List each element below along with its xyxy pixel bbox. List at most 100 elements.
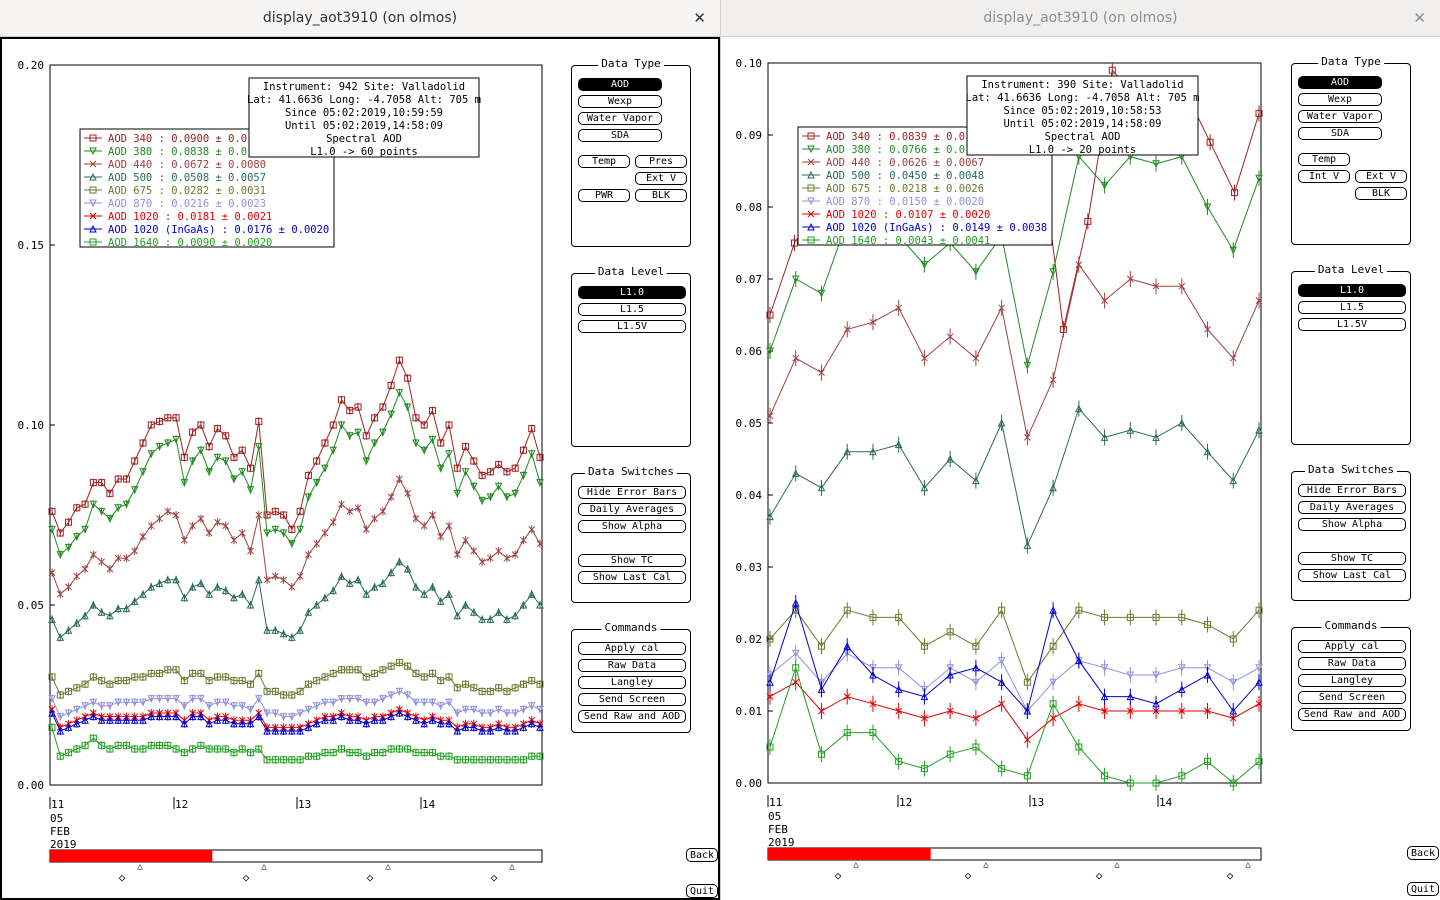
data-point — [337, 712, 346, 721]
show-last-cal-button[interactable]: Show Last Cal — [578, 571, 686, 584]
data-point — [106, 716, 114, 724]
hide-error-bars-button[interactable]: Hide Error Bars — [578, 486, 686, 499]
data-point — [114, 741, 122, 749]
apply-cal-button[interactable]: Apply cal — [578, 642, 686, 655]
daily-averages-button[interactable]: Daily Averages — [1298, 501, 1406, 514]
back-button[interactable]: Back — [1407, 846, 1440, 860]
data-point — [412, 716, 420, 724]
blk-button[interactable]: BLK — [635, 189, 687, 202]
wexp-button[interactable]: Wexp — [578, 95, 662, 108]
data-point — [1204, 326, 1211, 333]
aod-button[interactable]: AOD — [578, 78, 662, 91]
send-raw-and-aod-button[interactable]: Send Raw and AOD — [1298, 708, 1406, 721]
data-point — [478, 687, 486, 695]
l15-button[interactable]: L1.5 — [578, 303, 686, 316]
pwr-button[interactable]: PWR — [578, 189, 630, 202]
cal-marker-icon: ◇ — [1096, 869, 1103, 882]
l15v-button[interactable]: L1.5V — [1298, 318, 1406, 331]
data-point — [453, 726, 462, 735]
sda-button[interactable]: SDA — [1298, 127, 1382, 140]
date-label: FEB — [50, 825, 70, 838]
data-point — [807, 132, 815, 140]
data-point — [106, 489, 114, 497]
series-aod500 — [48, 557, 544, 642]
info-line: Since 05:02:2019,10:58:53 — [1003, 105, 1161, 117]
data-point — [1075, 700, 1083, 708]
water-vapor-button[interactable]: Water Vapor — [578, 112, 662, 125]
raw-data-button[interactable]: Raw Data — [1298, 657, 1406, 670]
show-alpha-button[interactable]: Show Alpha — [1298, 518, 1406, 531]
date-label: 2019 — [768, 836, 795, 849]
water-vapor-button[interactable]: Water Vapor — [1298, 110, 1382, 123]
series-aod440 — [766, 256, 1263, 446]
data-point — [527, 590, 536, 598]
temp-button[interactable]: Temp — [578, 155, 630, 168]
data-point — [428, 669, 436, 677]
quit-button[interactable]: Quit — [686, 884, 719, 898]
langley-button[interactable]: Langley — [578, 676, 686, 689]
back-button[interactable]: Back — [686, 848, 719, 862]
l10-button[interactable]: L1.0 — [1298, 284, 1406, 297]
send-screen-button[interactable]: Send Screen — [578, 693, 686, 706]
data-point — [972, 714, 980, 722]
data-point — [65, 518, 73, 526]
raw-data-button[interactable]: Raw Data — [578, 659, 686, 672]
data-point — [478, 615, 486, 623]
ext-v-button[interactable]: Ext V — [635, 172, 687, 185]
data-point — [56, 529, 64, 537]
sda-button[interactable]: SDA — [578, 129, 662, 142]
data-point — [188, 695, 197, 703]
data-point — [337, 666, 345, 674]
data-point — [1075, 743, 1083, 751]
data-point — [139, 468, 147, 476]
close-icon[interactable]: ✕ — [693, 9, 706, 27]
show-alpha-button[interactable]: Show Alpha — [578, 520, 686, 533]
data-point — [894, 685, 903, 693]
send-raw-and-aod-button[interactable]: Send Raw and AOD — [578, 710, 686, 723]
pres-button[interactable]: Pres — [635, 155, 687, 168]
quit-button[interactable]: Quit — [1407, 882, 1440, 896]
data-point — [371, 515, 378, 522]
data-point — [1178, 772, 1186, 780]
hide-error-bars-button[interactable]: Hide Error Bars — [1298, 484, 1406, 497]
data-point — [1204, 757, 1212, 765]
data-point — [90, 551, 97, 558]
wexp-button[interactable]: Wexp — [1298, 93, 1382, 106]
data-point — [263, 687, 271, 695]
show-tc-button[interactable]: Show TC — [1298, 552, 1406, 565]
ext-v-button[interactable]: Ext V — [1355, 170, 1407, 183]
daily-averages-button[interactable]: Daily Averages — [578, 503, 686, 516]
l15-button[interactable]: L1.5 — [1298, 301, 1406, 314]
cal-marker-icon: ◇ — [835, 869, 842, 882]
close-icon[interactable]: ✕ — [1413, 9, 1426, 27]
data-point — [213, 673, 221, 681]
show-tc-button[interactable]: Show TC — [578, 554, 686, 567]
send-screen-button[interactable]: Send Screen — [1298, 691, 1406, 704]
data-point — [412, 582, 420, 591]
series-aod675 — [766, 602, 1263, 691]
data-point — [288, 583, 296, 591]
data-point — [807, 158, 815, 166]
data-point — [354, 695, 362, 703]
data-point — [296, 572, 304, 580]
l15v-button[interactable]: L1.5V — [578, 320, 686, 333]
int-v-button[interactable]: Int V — [1298, 170, 1350, 183]
temp-button[interactable]: Temp — [1298, 153, 1350, 166]
blk-button[interactable]: BLK — [1355, 187, 1407, 200]
l10-button[interactable]: L1.0 — [578, 286, 686, 299]
aod-button[interactable]: AOD — [1298, 76, 1382, 89]
show-last-cal-button[interactable]: Show Last Cal — [1298, 569, 1406, 582]
data-point — [790, 239, 798, 247]
window-titlebar[interactable]: display_aot3910 (on olmos) ✕ — [0, 0, 720, 37]
langley-button[interactable]: Langley — [1298, 674, 1406, 687]
window-titlebar[interactable]: display_aot3910 (on olmos) ✕ — [721, 0, 1440, 37]
data-point — [222, 522, 230, 530]
data-point — [296, 507, 304, 515]
data-point — [305, 551, 312, 558]
data-point — [56, 752, 64, 760]
data-point — [536, 723, 544, 731]
apply-cal-button[interactable]: Apply cal — [1298, 640, 1406, 653]
data-point — [139, 590, 147, 598]
data-point — [172, 745, 180, 753]
data-point — [205, 745, 213, 753]
